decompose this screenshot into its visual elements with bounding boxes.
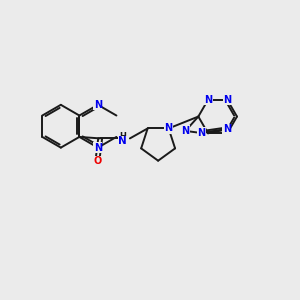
Text: N: N <box>164 123 173 134</box>
Text: N: N <box>181 126 190 136</box>
Text: N: N <box>94 142 102 153</box>
Text: O: O <box>94 156 102 166</box>
Text: N: N <box>204 95 212 105</box>
Text: N: N <box>94 100 102 110</box>
Text: N: N <box>118 136 127 146</box>
Text: N: N <box>223 124 231 134</box>
Text: N: N <box>197 128 205 138</box>
Text: N: N <box>223 95 231 105</box>
Text: H: H <box>119 131 126 140</box>
